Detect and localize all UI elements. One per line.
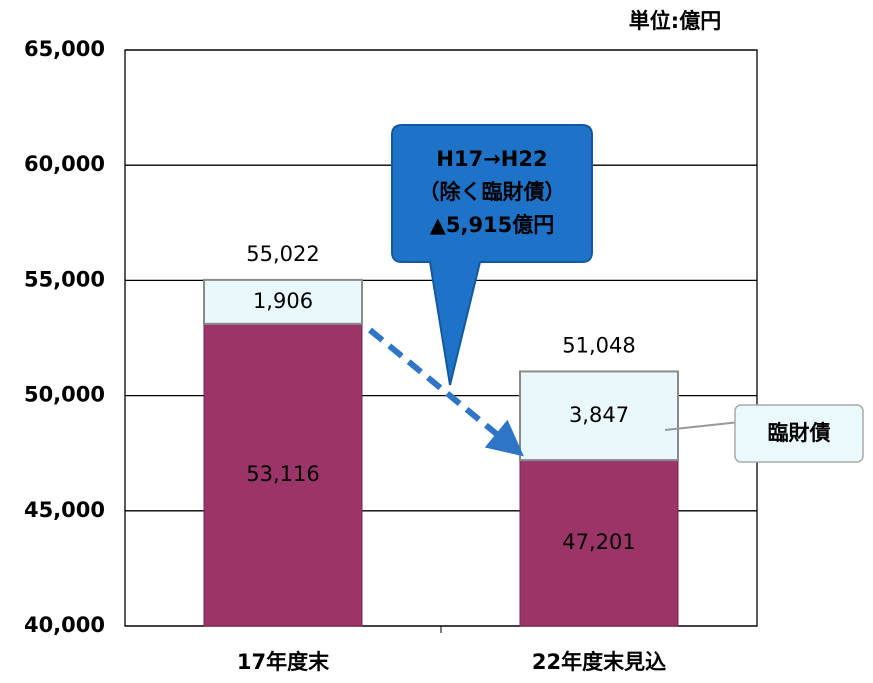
value-label: 53,116 [246,462,319,486]
y-tick-label: 45,000 [24,498,105,522]
total-label: 51,048 [562,333,635,357]
x-tick-label: 22年度末見込 [532,650,666,674]
value-label: 3,847 [569,403,629,427]
callout-bubble [391,124,593,386]
y-tick-label: 65,000 [24,37,105,61]
legend-box [734,404,864,463]
x-tick-label: 17年度末 [237,650,330,674]
trend-arrow [368,327,524,457]
bar-segment [519,459,679,627]
value-label: 47,201 [562,530,635,554]
total-label: 55,022 [246,242,319,266]
value-label: 1,906 [253,289,313,313]
bar-segment [203,278,363,325]
callout-text: （除く臨財債） [419,180,566,204]
y-tick-label: 55,000 [24,267,105,291]
y-tick-label: 50,000 [24,383,105,407]
y-tick-label: 40,000 [24,613,105,637]
callout-text: H17→H22 [436,147,547,171]
bar-segment [519,370,679,462]
legend-label: 臨財債 [768,421,831,445]
legend-pointer [664,421,741,431]
y-tick-label: 60,000 [24,152,105,176]
bar-segment [203,323,363,627]
unit-label: 単位:億円 [629,9,721,33]
callout-text: ▲5,915億円 [430,213,555,237]
